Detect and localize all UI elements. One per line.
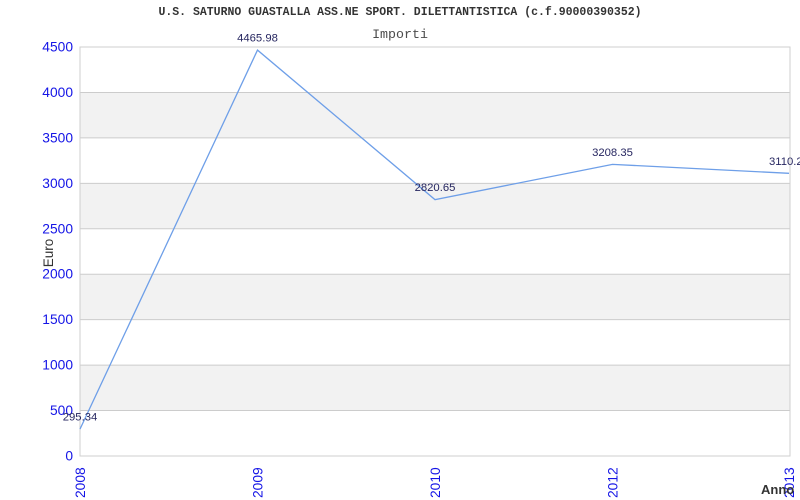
svg-text:4500: 4500: [42, 40, 73, 55]
svg-text:3110.27: 3110.27: [769, 156, 800, 168]
svg-text:4465.98: 4465.98: [237, 33, 278, 45]
svg-text:0: 0: [65, 449, 73, 464]
svg-text:2012: 2012: [606, 467, 621, 498]
svg-text:295.34: 295.34: [63, 412, 98, 424]
svg-text:2500: 2500: [42, 221, 73, 236]
svg-text:Anno: Anno: [761, 482, 794, 497]
svg-text:2010: 2010: [428, 467, 443, 498]
svg-text:1500: 1500: [42, 312, 73, 327]
svg-text:2820.65: 2820.65: [415, 182, 456, 194]
svg-text:4000: 4000: [42, 85, 73, 100]
svg-text:Euro: Euro: [41, 239, 56, 268]
svg-text:2008: 2008: [73, 467, 88, 498]
svg-text:2000: 2000: [42, 267, 73, 282]
svg-text:3500: 3500: [42, 130, 73, 145]
svg-text:3208.35: 3208.35: [592, 147, 633, 159]
svg-text:3000: 3000: [42, 176, 73, 191]
svg-text:1000: 1000: [42, 358, 73, 373]
svg-text:2009: 2009: [251, 467, 266, 498]
